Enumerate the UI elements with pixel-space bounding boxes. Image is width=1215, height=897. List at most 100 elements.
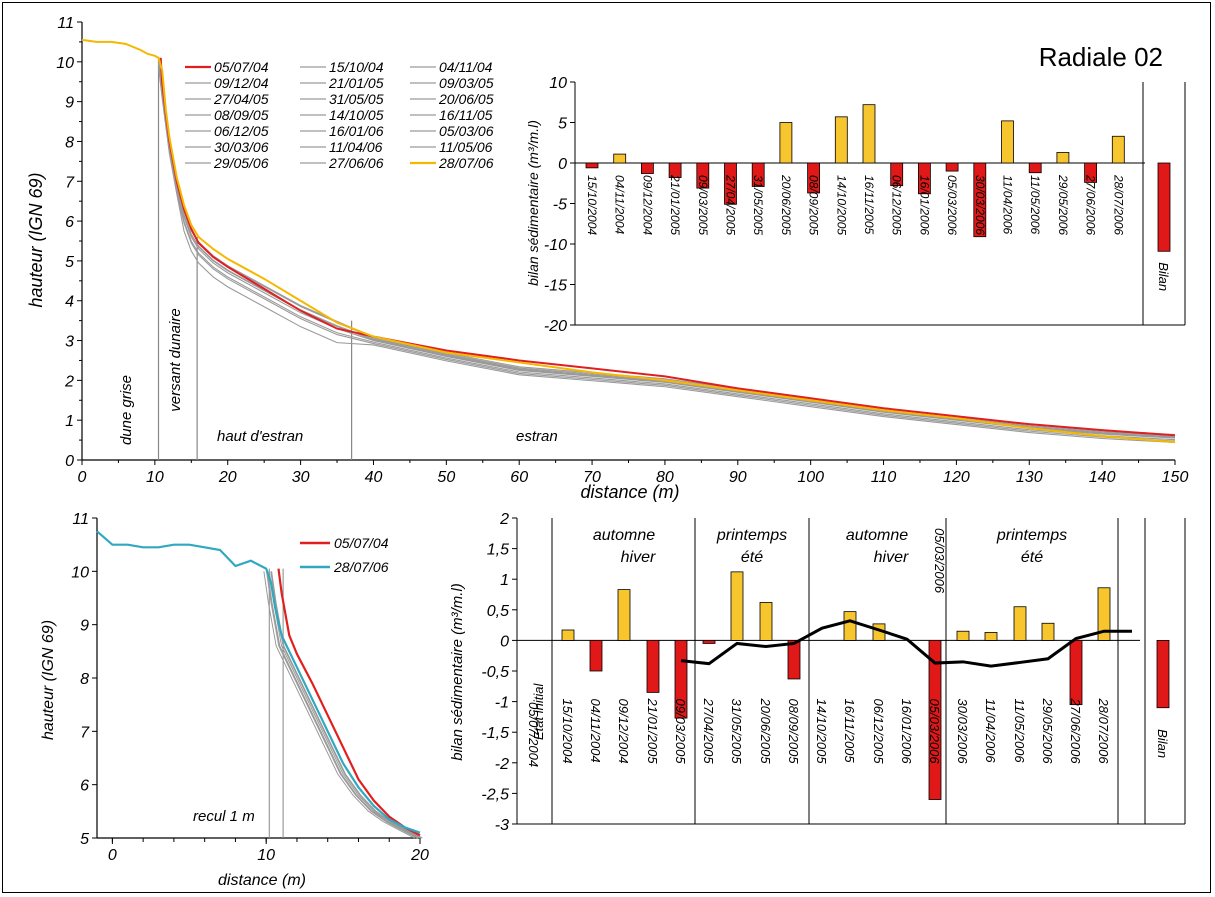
inset-x-label: 27/04/2005 [724, 174, 738, 235]
main-x-tick-label: 150 [1162, 469, 1189, 486]
inset-bar [1001, 120, 1014, 164]
zoom-legend-entry: 28/07/06 [333, 559, 389, 575]
inset-y-tick-label: -5 [553, 197, 567, 214]
zoom-y-tick-label: 11 [72, 511, 89, 528]
season-bar [617, 589, 631, 641]
season-label-line1: printemps [716, 527, 787, 544]
main-x-tick-label: 50 [437, 469, 455, 486]
inset-axes: 10 5 0 -5 -10 -15 -20 [544, 75, 1186, 335]
season-x-label: 08/09/2005 [786, 699, 801, 765]
main-x-tick-label: 10 [146, 469, 164, 486]
zoom-x-tick-label: 10 [257, 847, 275, 864]
legend-entry: 28/07/06 [438, 155, 494, 171]
zone-label-haut-estran: haut d'estran [217, 428, 303, 445]
inset-bar [585, 162, 599, 169]
inset-bar [641, 162, 654, 174]
season-bar [1097, 587, 1111, 641]
zoom-legend: 05/07/04 28/07/06 [300, 535, 389, 575]
zone-label-versant-dunaire: versant dunaire [167, 308, 184, 411]
main-y-tick-label: 2 [64, 373, 74, 390]
season-x-label: 29/05/2006 [1040, 698, 1055, 765]
inset-x-label: 09/12/2004 [640, 175, 654, 235]
inset-bar [890, 162, 904, 187]
season-first-label: 05/07/2004 [526, 702, 541, 767]
inset-x-label: 30/03/2006 [973, 175, 987, 235]
inset-x-label: 15/10/2004 [585, 175, 599, 235]
inset-x-label: 21/01/2005 [668, 174, 682, 235]
zoom-y-tick-label: 7 [80, 724, 90, 741]
legend-entry: 15/10/04 [329, 59, 384, 75]
season-x-label: 15/10/2004 [560, 699, 575, 764]
zoom-x-tick-label: 20 [410, 847, 429, 864]
zoom-series-line-grey [266, 571, 419, 839]
main-y-tick-label: 8 [65, 134, 74, 151]
chart-title: Radiale 02 [1039, 42, 1163, 72]
main-x-tick-label: 100 [797, 469, 824, 486]
zoom-x-tick-label: 0 [108, 847, 117, 864]
main-y-tick-label: 7 [65, 174, 75, 191]
main-x-tick-label: 140 [1089, 469, 1116, 486]
inset-bilan-label: Bilan [1156, 262, 1171, 291]
season-y-tick-label: -2,5 [481, 786, 509, 803]
inset-y-tick-label: 0 [558, 156, 567, 173]
main-series-line [81, 38, 1176, 444]
inset-y-tick-label: -10 [544, 237, 567, 254]
inset-bar [1084, 162, 1097, 183]
zoom-axes: 5 6 7 8 9 10 11 0 10 20 [71, 511, 429, 864]
main-y-tick-label: 11 [57, 15, 74, 32]
inset-x-label: 14/10/2005 [834, 175, 848, 235]
main-y-tick-label: 5 [65, 254, 74, 271]
legend-entry: 29/05/06 [213, 155, 269, 171]
legend-entry: 30/03/06 [214, 139, 269, 155]
inset-bilan-bar [1157, 162, 1171, 252]
main-y-tick-label: 9 [65, 95, 74, 112]
main-legend: 05/07/04 15/10/04 04/11/04 09/12/04 21/01/05… [185, 59, 494, 171]
main-x-tick-label: 20 [218, 469, 237, 486]
season-y-tick-label: 2 [499, 511, 509, 528]
main-y-tick-label: 10 [56, 55, 74, 72]
season-x-label: 14/10/2005 [814, 699, 829, 765]
zoom-y-tick-label: 6 [80, 778, 89, 795]
inset-x-label: 04/11/2004 [613, 175, 627, 234]
legend-entry: 21/01/05 [328, 75, 384, 91]
legend-entry: 16/11/05 [439, 107, 493, 123]
main-y-tick-label: 0 [65, 453, 74, 470]
inset-bilan-chart: Radiale 02 10 5 0 -5 -10 -15 -20 15/10/2004 04/… [505, 37, 1186, 335]
legend-entry: 20/06/05 [438, 91, 494, 107]
zoom-series-line [96, 530, 421, 834]
main-x-tick-label: 80 [656, 469, 674, 486]
season-x-label: 27/04/2005 [701, 698, 716, 765]
inset-xlabels: 15/10/2004 04/11/2004 09/12/2004 21/01/2005… [585, 174, 1171, 291]
season-x-label: 11/04/2006 [983, 699, 998, 764]
main-x-tick-label: 90 [729, 469, 747, 486]
inset-y-tick-label: 10 [549, 75, 567, 92]
main-series-line [159, 57, 1176, 437]
inset-x-label: 16/11/2005 [862, 175, 876, 234]
season-bar [730, 571, 744, 641]
legend-entry: 08/09/05 [214, 107, 269, 123]
season-bar [1013, 606, 1027, 641]
legend-entry: 31/05/05 [329, 91, 384, 107]
inset-bar [945, 162, 959, 172]
zoom-annotation-recul: recul 1 m [193, 808, 255, 825]
inset-background [505, 37, 1185, 329]
inset-x-label: 27/06/2006 [1084, 174, 1098, 235]
season-x-label: 28/07/2006 [1096, 698, 1111, 765]
zoom-series-line-grey [268, 571, 421, 839]
inset-ylabel: bilan sédimentaire (m³/m.l) [525, 120, 541, 286]
inset-x-label: 28/07/2006 [1111, 174, 1125, 235]
season-y-tick-label: -1,5 [481, 725, 509, 742]
legend-entry: 04/11/04 [439, 59, 493, 75]
inset-y-tick-label: -20 [544, 318, 567, 335]
main-series [81, 38, 1176, 444]
zoom-profile-chart: 5 6 7 8 9 10 11 0 10 20 distance (m) hauteur (IGN… [40, 511, 429, 889]
legend-entry: 05/03/06 [439, 123, 494, 139]
season-x-label: 31/05/2005 [729, 699, 744, 765]
season-label-line1: automne [593, 527, 655, 544]
main-series-line-grey [157, 66, 1176, 444]
inset-bar [696, 162, 710, 189]
inset-bar [751, 162, 765, 187]
inset-x-label: 08/09/2005 [807, 175, 821, 235]
legend-entry: 16/01/06 [329, 123, 384, 139]
